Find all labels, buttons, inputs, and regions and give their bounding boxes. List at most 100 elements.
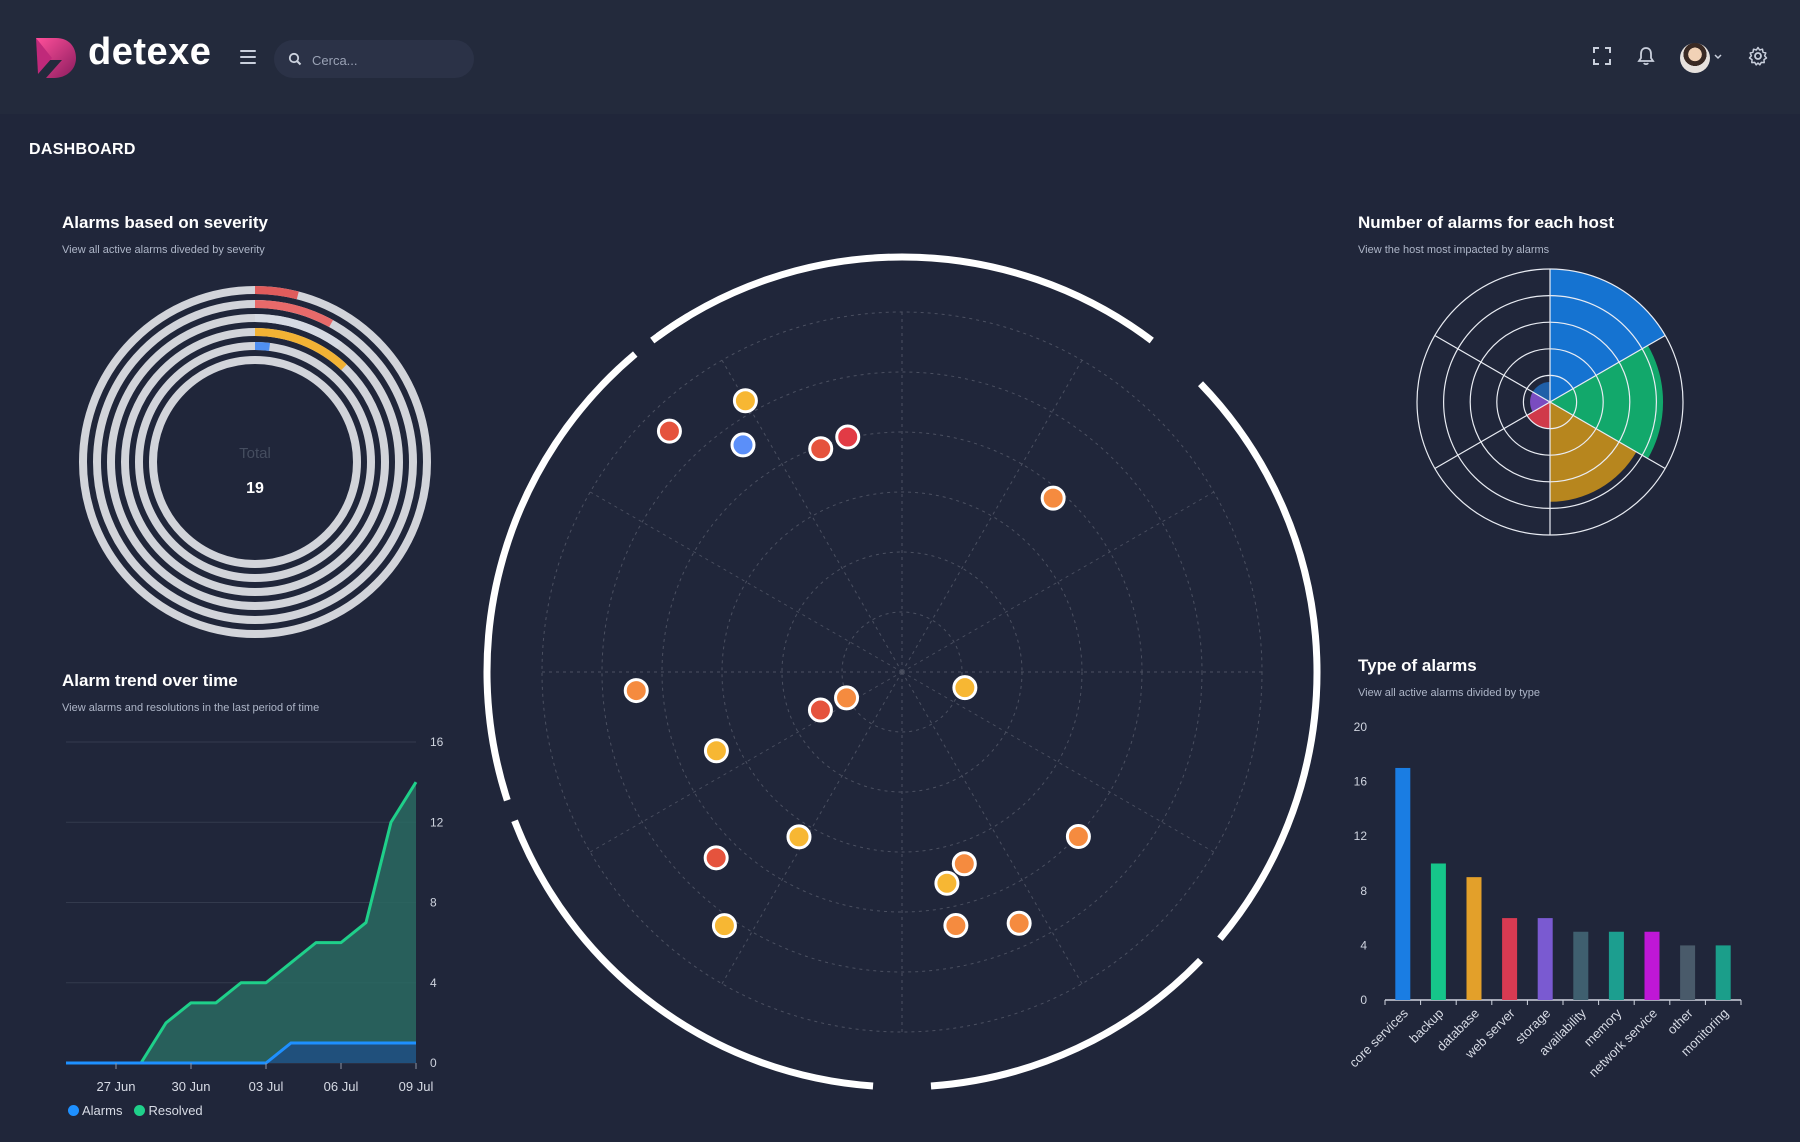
- severity-ring-bar: [254, 300, 334, 328]
- type-card-title: Type of alarms: [1358, 656, 1477, 675]
- trend-card-subtitle: View alarms and resolutions in the last …: [62, 702, 320, 714]
- severity-card-subtitle: View all active alarms diveded by severi…: [62, 244, 265, 256]
- host-wedge[interactable]: [1530, 392, 1550, 412]
- trend-legend: Alarms Resolved: [68, 1103, 203, 1118]
- legend-item-resolved[interactable]: Resolved: [134, 1103, 203, 1118]
- severity-ring-track: [121, 328, 389, 596]
- brand-name[interactable]: detexe: [88, 31, 212, 73]
- radar-grid-ring: [841, 611, 963, 733]
- scatter-point[interactable]: [1006, 910, 1032, 936]
- severity-ring-bar: [254, 342, 271, 351]
- scatter-point[interactable]: [703, 845, 729, 871]
- top-bar: detexe: [0, 0, 1800, 114]
- scatter-point[interactable]: [834, 685, 860, 711]
- legend-item-alarms[interactable]: Alarms: [68, 1103, 122, 1118]
- scatter-point[interactable]: [732, 388, 758, 414]
- search-box[interactable]: [274, 40, 474, 80]
- resolved-area: [66, 782, 416, 1063]
- bell-icon[interactable]: [1636, 46, 1656, 66]
- trend-card-title: Alarm trend over time: [62, 671, 238, 690]
- host-wedge[interactable]: [1532, 382, 1550, 402]
- alarms-area: [66, 1042, 416, 1063]
- polar-scatter-chart[interactable]: [475, 245, 1330, 1100]
- scatter-point[interactable]: [807, 697, 833, 723]
- scatter-point[interactable]: [730, 432, 756, 458]
- scatter-point[interactable]: [656, 418, 682, 444]
- type-bar[interactable]: [1395, 767, 1411, 1000]
- type-bar[interactable]: [1573, 931, 1589, 1000]
- type-bar[interactable]: [1715, 945, 1731, 1000]
- legend-label: Resolved: [148, 1103, 203, 1118]
- type-x-tick-label: core services: [1346, 1005, 1411, 1070]
- type-y-tick-label: 0: [1360, 993, 1367, 1007]
- trend-area-chart[interactable]: 0 4 8 12 16 27 Jun 30 Jun 03 Jul 06 Jul 09 Jul: [60, 725, 460, 1100]
- legend-dot: [68, 1105, 79, 1116]
- chevron-down-icon[interactable]: [1714, 54, 1722, 60]
- type-y-tick-label: 8: [1360, 884, 1367, 898]
- type-bar[interactable]: [1644, 931, 1660, 1000]
- search-input[interactable]: [310, 40, 470, 80]
- severity-radial-chart[interactable]: Total 19: [60, 270, 450, 650]
- radar-outer-arc: [511, 819, 874, 1090]
- trend-x-tick-label: 30 Jun: [171, 1079, 210, 1094]
- scatter-point[interactable]: [623, 678, 649, 704]
- scatter-point[interactable]: [835, 424, 861, 450]
- type-card-subtitle: View all active alarms divided by type: [1358, 687, 1540, 699]
- type-bar[interactable]: [1537, 918, 1553, 1000]
- severity-ring-bar: [254, 286, 299, 300]
- trend-x-tick-label: 09 Jul: [399, 1079, 434, 1094]
- severity-ring-bar: [254, 328, 347, 371]
- trend-x-tick-label: 27 Jun: [96, 1079, 135, 1094]
- scatter-point[interactable]: [934, 870, 960, 896]
- host-card-title: Number of alarms for each host: [1358, 213, 1615, 232]
- avatar[interactable]: [1680, 43, 1710, 73]
- radar-grid-ring: [721, 491, 1083, 853]
- legend-dot: [134, 1105, 146, 1116]
- radar-outer-arc: [483, 351, 638, 802]
- severity-center-value: 19: [246, 480, 264, 497]
- legend-label: Alarms: [82, 1103, 123, 1118]
- radar-grid-spoke: [901, 671, 1215, 853]
- host-card-subtitle: View the host most impacted by alarms: [1358, 244, 1550, 256]
- type-x-tick-label: other: [1664, 1005, 1696, 1037]
- host-wedge[interactable]: [1550, 402, 1637, 502]
- host-grid-spoke: [1549, 334, 1666, 403]
- type-bar[interactable]: [1430, 863, 1446, 1001]
- menu-icon[interactable]: [240, 50, 256, 64]
- scatter-point[interactable]: [711, 913, 737, 939]
- host-grid-spoke: [1434, 334, 1551, 403]
- radar-grid-spoke: [901, 671, 1083, 985]
- type-bar[interactable]: [1608, 931, 1624, 1000]
- radar-outer-arc: [930, 957, 1204, 1090]
- detexe-logo[interactable]: [32, 34, 78, 80]
- gear-icon[interactable]: [1748, 46, 1768, 66]
- type-bar[interactable]: [1466, 877, 1482, 1000]
- host-polar-area-chart[interactable]: [1410, 262, 1690, 542]
- trend-y-tick-label: 4: [430, 976, 437, 990]
- radar-outer-arc: [656, 313, 691, 340]
- fullscreen-icon[interactable]: [1592, 46, 1612, 66]
- scatter-point[interactable]: [1065, 823, 1091, 849]
- type-bar[interactable]: [1680, 945, 1696, 1000]
- scatter-point[interactable]: [808, 436, 834, 462]
- host-wedge[interactable]: [1550, 345, 1664, 459]
- radar-outer-arc: [1198, 381, 1321, 942]
- radar-grid-spoke: [901, 359, 1083, 673]
- scatter-point[interactable]: [703, 738, 729, 764]
- type-bar[interactable]: [1502, 918, 1518, 1000]
- host-grid-spoke: [1549, 401, 1666, 470]
- trend-y-tick-label: 8: [430, 896, 437, 910]
- scatter-point[interactable]: [786, 824, 812, 850]
- severity-center-label: Total: [239, 445, 271, 462]
- severity-card-title: Alarms based on severity: [62, 213, 268, 232]
- scatter-point[interactable]: [952, 675, 978, 701]
- radar-grid-ring: [601, 371, 1203, 973]
- type-y-tick-label: 4: [1360, 938, 1367, 952]
- scatter-point[interactable]: [1040, 485, 1066, 511]
- host-wedge[interactable]: [1550, 269, 1666, 402]
- scatter-point[interactable]: [951, 851, 977, 877]
- scatter-point[interactable]: [943, 913, 969, 939]
- trend-y-tick-label: 16: [430, 735, 444, 749]
- severity-ring-track: [149, 356, 361, 568]
